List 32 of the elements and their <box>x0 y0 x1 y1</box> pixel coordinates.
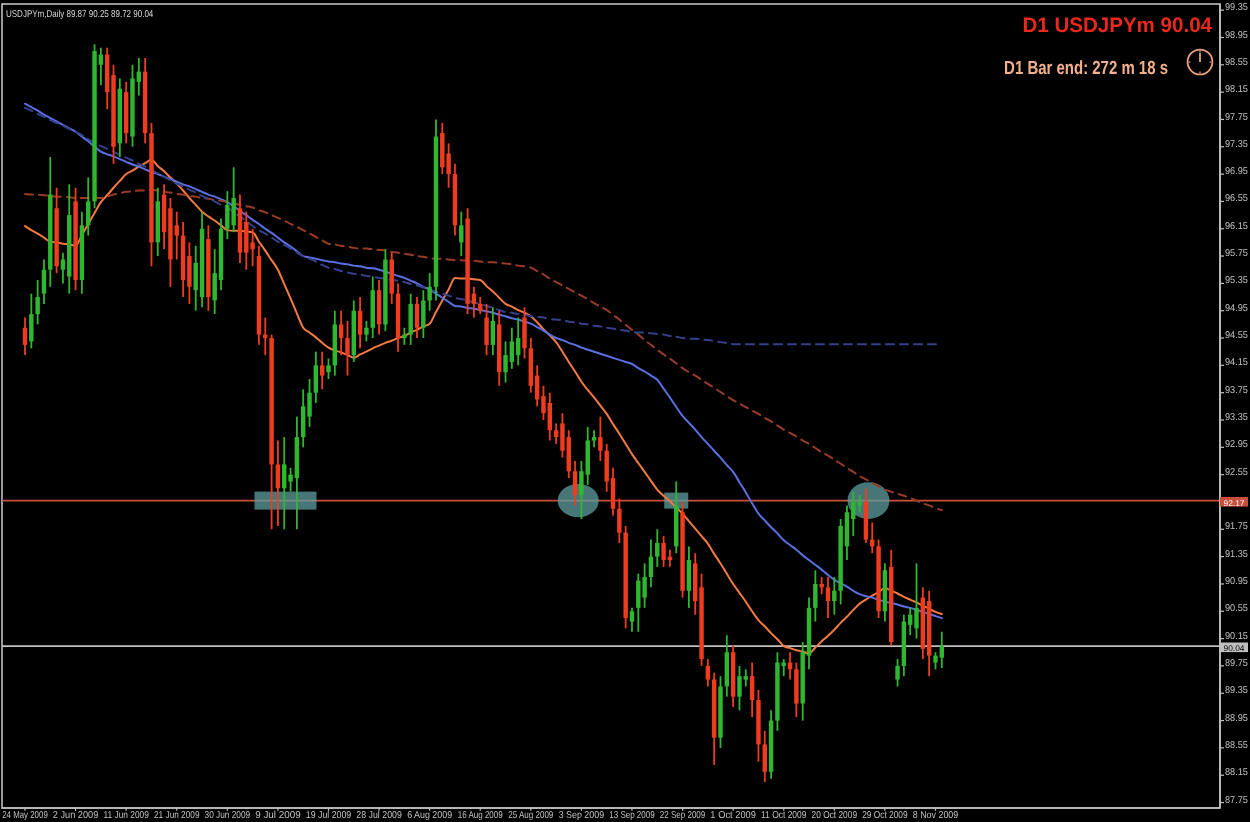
candlestick <box>674 480 679 555</box>
candlestick <box>509 326 515 370</box>
line-series <box>24 158 943 655</box>
candlestick <box>338 309 344 357</box>
candlestick <box>123 80 129 145</box>
candlestick <box>319 350 325 391</box>
candlestick <box>857 494 862 514</box>
line-series <box>24 106 943 346</box>
candlestick <box>414 296 420 339</box>
candlestick <box>231 166 236 234</box>
candlestick <box>939 630 945 669</box>
candlestick <box>155 186 160 257</box>
candlestick <box>370 275 375 339</box>
text: D1 USDJPYm 90.04 <box>1022 15 1213 39</box>
candlestick <box>686 545 692 609</box>
candlestick <box>244 210 249 271</box>
candlestick <box>661 535 666 568</box>
candlestick <box>737 665 742 712</box>
candlestick <box>408 292 413 346</box>
candlestick <box>484 302 489 357</box>
text: D1 Bar end: 272 m 18 s <box>1004 56 1169 79</box>
candlestick <box>825 576 831 619</box>
candlestick <box>237 193 243 264</box>
candlestick <box>357 296 363 350</box>
candlestick <box>332 309 338 377</box>
candlestick <box>496 309 502 387</box>
candlestick <box>882 562 888 623</box>
candlestick <box>376 279 382 336</box>
candlestick <box>914 562 919 640</box>
candlestick <box>282 436 287 531</box>
candlestick <box>730 644 736 708</box>
candlestick <box>490 306 496 357</box>
